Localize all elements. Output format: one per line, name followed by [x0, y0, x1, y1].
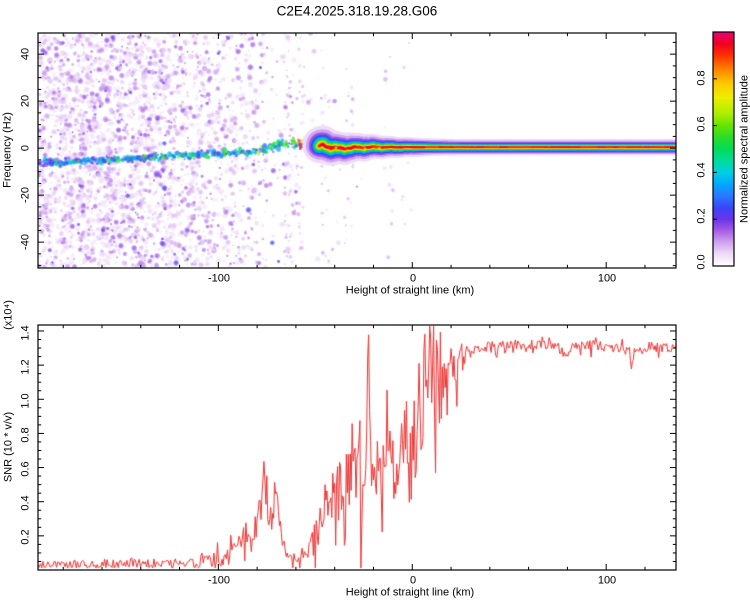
snr-ytick-label-06: 0.6	[19, 461, 32, 477]
spec-xtick-label-0: 0	[409, 272, 417, 285]
snr-ytick-label-10: 1.0	[19, 393, 32, 409]
spectrogram-y-axis-label: Frequency (Hz)	[1, 112, 14, 188]
snr-ytick-label-04: 0.4	[19, 495, 32, 511]
freq-tick-label-0: 0	[19, 144, 32, 152]
snr-xtick-label-0: 0	[409, 574, 417, 587]
spec-xtick-label-m100: -100	[207, 272, 231, 285]
snr-ytick-label-14: 1.4	[19, 325, 32, 341]
spec-xtick-label-100: 100	[597, 272, 617, 285]
colorbar-tick-label-08: 0.8	[695, 70, 708, 86]
freq-tick-label-m20: -20	[19, 187, 32, 203]
colorbar-axis-label: Normalized spectral amplitude	[738, 75, 750, 223]
freq-tick-label-40: 40	[19, 47, 32, 61]
snr-x-axis-label: Height of straight line (km)	[345, 586, 475, 599]
figure-title: C2E4.2025.318.19.28.G06	[276, 3, 438, 19]
snr-line-plot	[38, 325, 676, 570]
snr-xtick-label-m100: -100	[207, 574, 231, 587]
colorbar-tick-label-02: 0.2	[695, 208, 708, 224]
colorbar-tick-label-06: 0.6	[695, 116, 708, 132]
snr-ytick-label-08: 0.8	[19, 427, 32, 443]
colorbar-tick-label-04: 0.4	[695, 162, 708, 178]
snr-y-axis-label: SNR (10 * v/v)	[2, 411, 15, 483]
freq-tick-label-m40: -40	[19, 234, 32, 250]
colorbar-gradient	[713, 32, 734, 266]
spectrogram-heatmap	[38, 33, 676, 268]
colorbar-tick-label-00: 0.0	[695, 254, 708, 270]
snr-ytick-label-12: 1.2	[19, 359, 32, 375]
snr-ytick-label-02: 0.2	[19, 529, 32, 545]
snr-scale-label: (x10⁴)	[2, 300, 15, 330]
freq-tick-label-20: 20	[19, 94, 32, 108]
snr-xtick-label-100: 100	[597, 574, 617, 587]
spectrogram-x-axis-label: Height of straight line (km)	[345, 284, 475, 297]
